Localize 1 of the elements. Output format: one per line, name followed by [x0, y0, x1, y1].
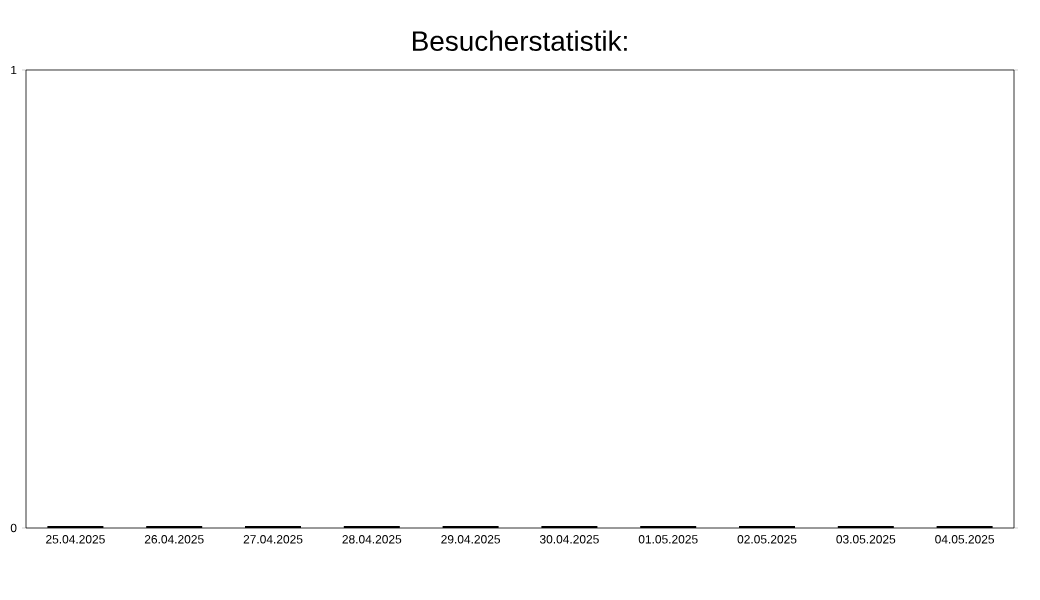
chart-title: Besucherstatistik:: [412, 30, 627, 52]
